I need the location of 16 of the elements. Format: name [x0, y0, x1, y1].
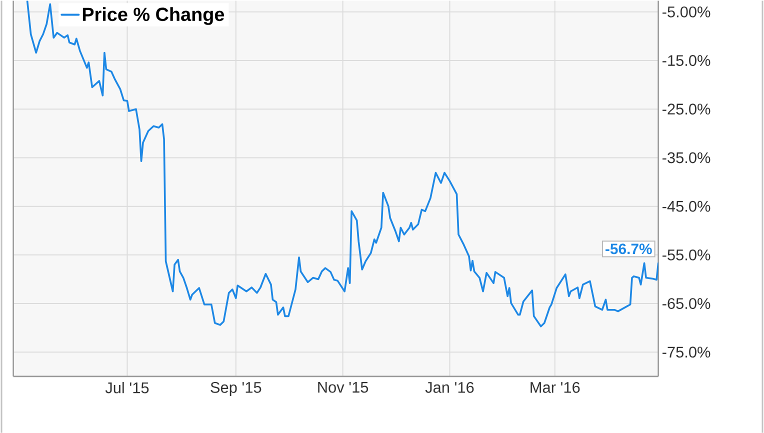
x-tick-label: Jul '15: [105, 382, 149, 394]
legend-label: Price % Change: [82, 6, 224, 25]
y-tick-label: -55.0%: [662, 249, 710, 260]
x-tick-label: Sep '15: [210, 382, 262, 396]
y-tick-label: -15.0%: [662, 54, 710, 66]
x-tick-label: Nov '15: [318, 382, 368, 392]
y-tick-label: -65.0%: [662, 298, 710, 309]
y-tick-label: -25.0%: [662, 103, 710, 114]
y-tick-label: -5.00%: [662, 6, 710, 18]
line-series: [26, 0, 658, 328]
x-tick-label: Mar '16: [530, 382, 580, 393]
y-tick-label: -45.0%: [662, 200, 710, 212]
y-tick-label: -35.0%: [662, 152, 710, 163]
y-tick-label: -75.0%: [662, 346, 710, 358]
x-tick-label: Jan '16: [425, 382, 474, 393]
annotation: -56.7%: [606, 243, 652, 254]
